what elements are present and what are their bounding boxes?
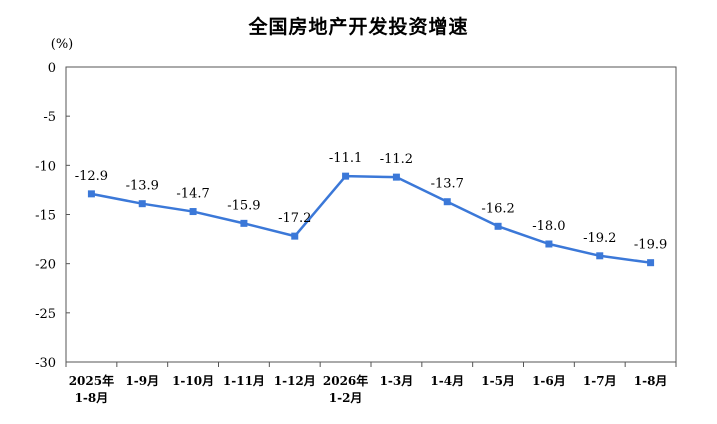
data-point-marker — [87, 190, 95, 198]
data-point-marker — [545, 240, 553, 248]
data-point-marker — [494, 222, 502, 230]
chart-title: 全国房地产开发投资增速 — [248, 16, 469, 38]
x-tick-label: 2025年 — [69, 373, 114, 388]
data-label: -12.9 — [75, 169, 108, 184]
data-label: -11.2 — [380, 152, 413, 167]
x-tick-label: 1-3月 — [380, 374, 414, 388]
data-point-marker — [392, 173, 400, 181]
data-label: -17.2 — [278, 211, 311, 226]
x-tick-label: 1-10月 — [172, 374, 214, 388]
y-tick-label: -15 — [35, 209, 56, 224]
x-tick-label: 1-7月 — [583, 374, 617, 388]
x-tick-label: 1-12月 — [274, 374, 316, 388]
x-tick-label: 1-8月 — [634, 374, 668, 388]
data-label: -19.9 — [634, 238, 667, 253]
data-label: -16.2 — [481, 201, 514, 216]
data-point-marker — [342, 172, 350, 180]
y-tick-label: -30 — [35, 356, 56, 371]
data-label: -11.1 — [329, 151, 362, 166]
data-point-marker — [443, 198, 451, 206]
x-tick-label: 1-9月 — [125, 374, 159, 388]
data-point-marker — [596, 252, 604, 260]
y-tick-label: 0 — [48, 61, 56, 76]
x-tick-label: 1-2月 — [329, 391, 363, 405]
x-tick-label: 1-8月 — [75, 391, 109, 405]
data-label: -15.9 — [227, 198, 260, 213]
x-tick-label: 1-6月 — [532, 374, 566, 388]
x-tick-label: 1-5月 — [481, 374, 515, 388]
x-tick-label: 2026年 — [323, 373, 368, 388]
data-point-marker — [291, 232, 299, 240]
data-label: -18.0 — [532, 219, 565, 234]
x-tick-label: 1-11月 — [223, 374, 265, 388]
data-point-marker — [647, 259, 655, 267]
y-tick-label: -10 — [35, 159, 56, 174]
data-label: -19.2 — [583, 231, 616, 246]
series-line — [91, 174, 651, 264]
data-label: -14.7 — [176, 187, 209, 202]
data-label: -13.9 — [126, 179, 159, 194]
plot-frame — [65, 66, 677, 363]
y-tick-label: -5 — [43, 110, 56, 125]
data-point-marker — [240, 219, 248, 227]
y-tick-label: -20 — [35, 258, 56, 273]
x-tick-label: 1-4月 — [430, 374, 464, 388]
data-label: -13.7 — [431, 177, 464, 192]
data-point-marker — [189, 208, 197, 216]
y-tick-label: -25 — [35, 307, 56, 322]
y-axis-unit-label: (%) — [51, 37, 74, 52]
data-point-marker — [138, 200, 146, 208]
